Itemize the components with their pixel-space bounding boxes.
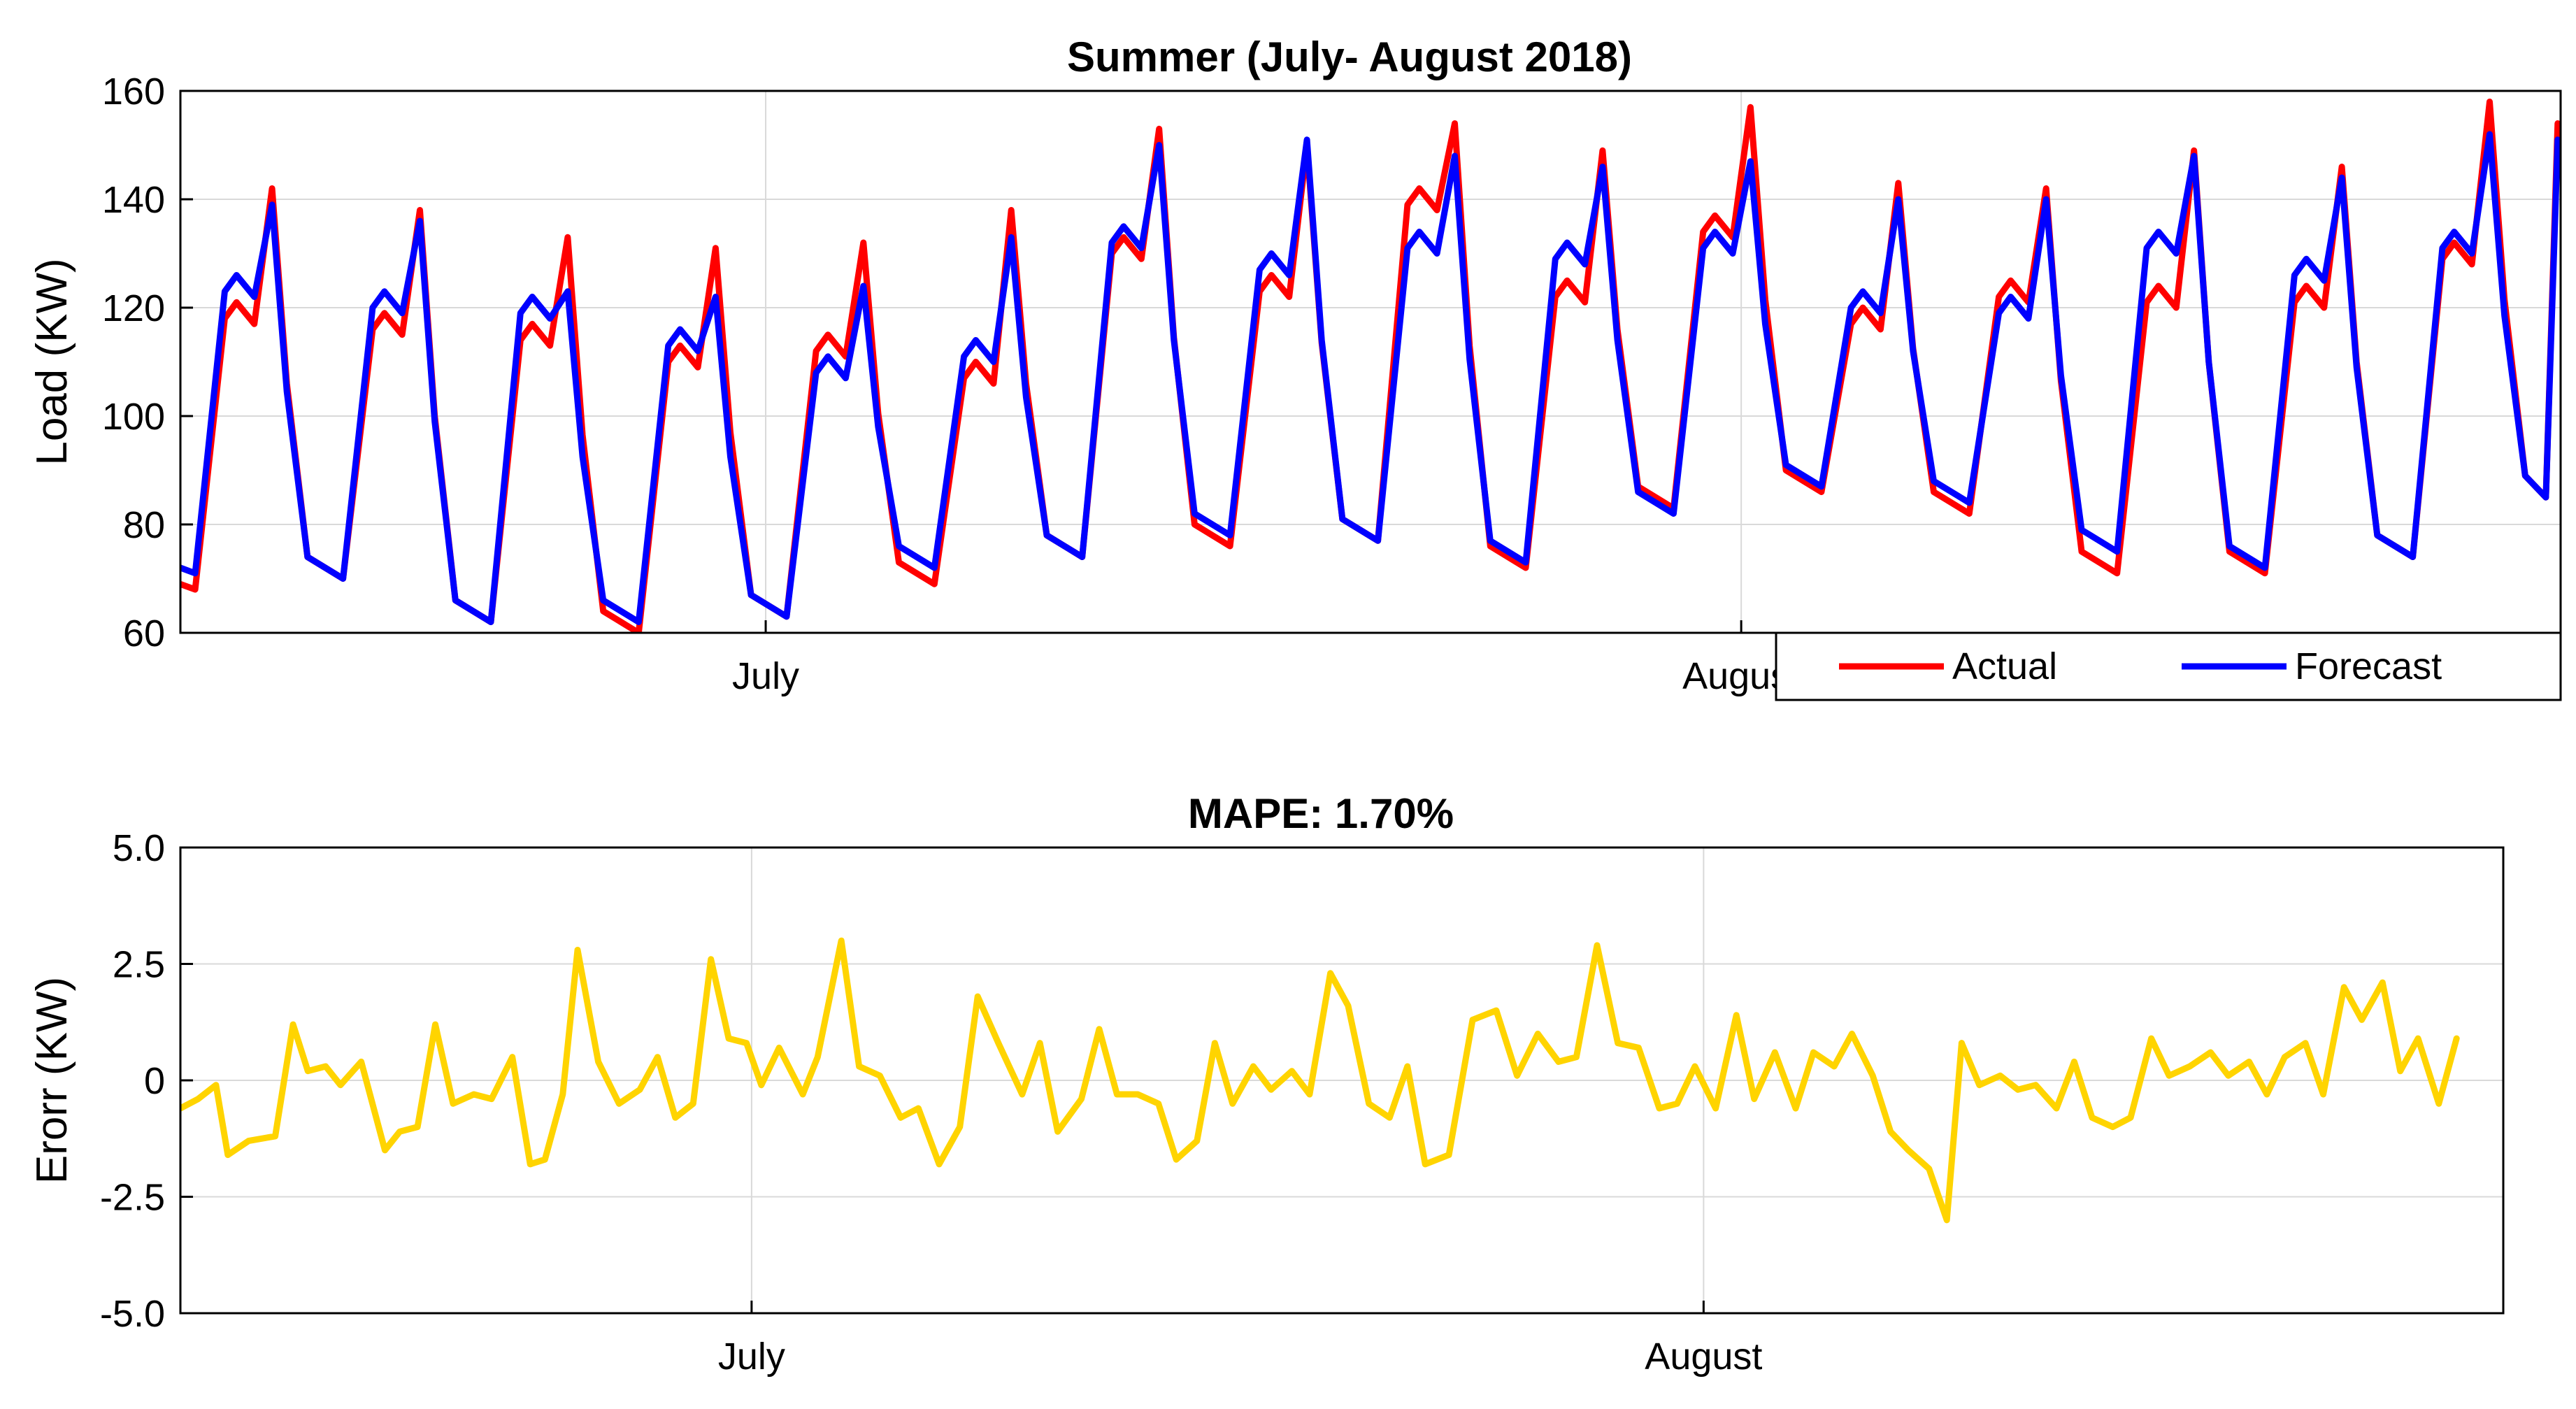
y-tick-label: 120 [102, 287, 165, 329]
legend-label-actual: Actual [1952, 645, 2057, 687]
y-tick-label: 2.5 [113, 944, 165, 986]
legend-label-forecast: Forecast [2295, 645, 2442, 687]
x-tick-label: July [718, 1336, 785, 1378]
y-tick-label: -5.0 [100, 1293, 165, 1335]
chart-title: Summer (July- August 2018) [1067, 34, 1632, 80]
panel-2: -5.0 -2.5 0 2.5 5.0 July August MAPE: 1.70% Eror… [28, 790, 2505, 1378]
y-tick-label: 60 [123, 613, 165, 655]
series-line-error-tail [1958, 979, 2460, 1131]
y-tick-label: 100 [102, 396, 165, 438]
legend: Actual Forecast [1775, 631, 2562, 701]
series-line-forecast [180, 131, 2561, 625]
y-tick-label: -2.5 [100, 1177, 165, 1219]
chart-title: MAPE: 1.70% [1188, 790, 1454, 837]
series-line-actual [180, 99, 2561, 633]
legend-box [1775, 631, 2562, 701]
y-tick-label: 160 [102, 71, 165, 113]
x-tick-label: August [1645, 1336, 1762, 1378]
y-tick-label: 0 [144, 1060, 165, 1102]
y-tick-label: 80 [123, 504, 165, 546]
y-tick-label: 5.0 [113, 827, 165, 869]
x-tick-label: July [732, 655, 799, 697]
plot-frame [179, 846, 2505, 1315]
y-axis-label: Load (KW) [28, 258, 76, 465]
series-line-error [180, 937, 1965, 1224]
y-axis-label: Erorr (KW) [28, 977, 76, 1184]
y-tick-label: 140 [102, 179, 165, 221]
plot-frame [179, 90, 2562, 634]
